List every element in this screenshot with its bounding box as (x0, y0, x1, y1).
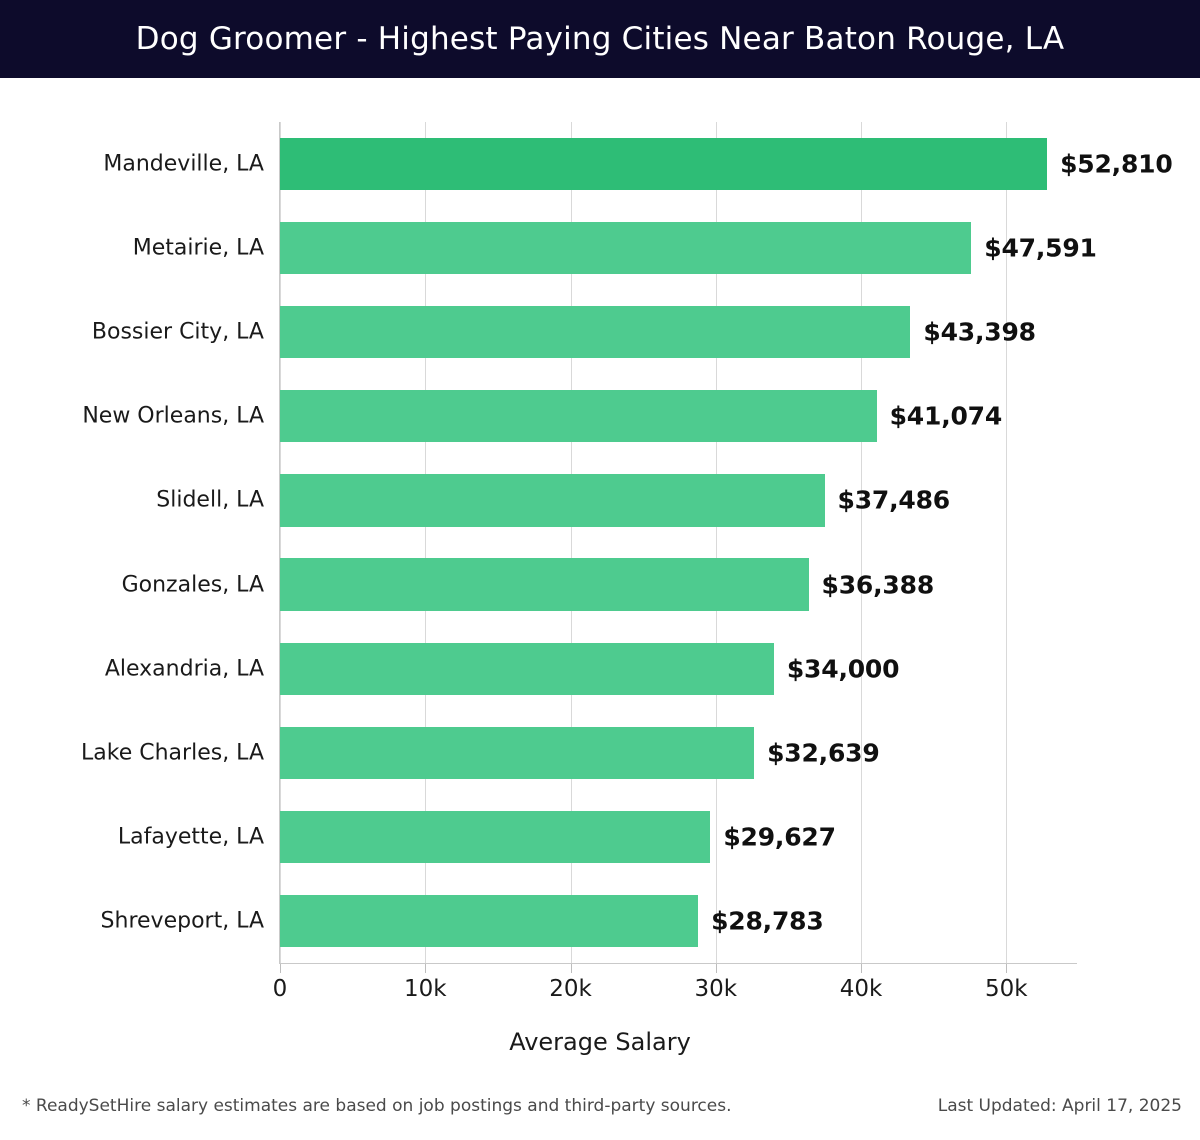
gridline (570, 122, 572, 963)
bar[interactable] (280, 810, 711, 863)
bar[interactable] (280, 474, 825, 527)
x-tick-label: 0 (272, 976, 288, 1002)
x-tick-mark (1006, 964, 1008, 973)
bar-value-label: $32,639 (767, 738, 880, 768)
x-tick-mark (280, 964, 281, 973)
bar[interactable] (280, 390, 877, 443)
x-tick-label: 50k (984, 976, 1028, 1002)
gridline (1006, 122, 1008, 963)
bar-row[interactable]: $32,639 (280, 726, 1076, 779)
category-label: Shreveport, LA (100, 908, 264, 934)
category-label: Bossier City, LA (91, 319, 264, 345)
bar-value-label: $34,000 (786, 654, 900, 684)
category-label: Alexandria, LA (104, 656, 264, 682)
bar-row[interactable]: $37,486 (280, 474, 1076, 527)
category-label: Mandeville, LA (103, 151, 264, 177)
gridline (861, 122, 863, 963)
bar-value-label: $36,388 (821, 570, 935, 600)
bar[interactable] (280, 726, 755, 779)
bar[interactable] (280, 137, 1048, 191)
gridline (280, 122, 281, 963)
x-tick-label: 30k (694, 976, 738, 1002)
last-updated-text: Last Updated: April 17, 2025 (937, 1096, 1182, 1116)
bar-row[interactable]: $29,627 (280, 810, 1076, 863)
bar-value-label: $47,591 (984, 233, 1097, 263)
bar-row[interactable]: $34,000 (280, 642, 1076, 695)
plot-area: $52,810 $47,591 $43,398 $41,074 $37,486 $36,3… (280, 122, 1173, 963)
x-axis-title: Average Salary (509, 1028, 691, 1056)
category-label: Lafayette, LA (117, 824, 264, 850)
bar[interactable] (280, 894, 699, 948)
x-axis-line (280, 963, 1077, 964)
bar-value-label: $37,486 (837, 485, 951, 515)
x-tick-label: 20k (549, 976, 592, 1002)
bar-value-label: $28,783 (711, 906, 824, 936)
bar[interactable] (280, 642, 774, 695)
gridline (425, 122, 427, 963)
y-axis-line (279, 122, 280, 964)
gridline (715, 122, 717, 963)
x-tick-mark (570, 964, 572, 973)
bar-value-label: $41,074 (889, 401, 1003, 431)
chart-header: Dog Groomer - Highest Paying Cities Near… (0, 0, 1200, 78)
bar[interactable] (280, 222, 972, 275)
x-tick-label: 10k (403, 976, 447, 1002)
bar-row[interactable]: $43,398 (280, 306, 1076, 359)
y-axis-labels: Mandeville, LA Metairie, LA Bossier City, … (0, 122, 264, 963)
bar-value-label: $52,810 (1060, 149, 1173, 179)
page-title: Dog Groomer - Highest Paying Cities Near… (135, 21, 1065, 57)
category-label: Lake Charles, LA (81, 740, 264, 766)
x-tick-mark (861, 964, 863, 973)
bar-row[interactable]: $36,388 (280, 558, 1076, 611)
x-tick-label: 40k (839, 976, 883, 1002)
category-label: New Orleans, LA (82, 403, 264, 429)
bar-row[interactable]: $28,783 (280, 894, 1076, 948)
chart-canvas: Mandeville, LA Metairie, LA Bossier City, … (0, 78, 1200, 1080)
footnote-disclaimer: * ReadySetHire salary estimates are base… (22, 1096, 732, 1116)
bar-value-label: $43,398 (923, 317, 1036, 347)
category-label: Slidell, LA (156, 487, 264, 513)
chart-footer: * ReadySetHire salary estimates are base… (0, 1080, 1200, 1140)
bar-row[interactable]: $41,074 (280, 390, 1076, 443)
bar[interactable] (280, 306, 911, 359)
bar-row[interactable]: $52,810 (280, 137, 1173, 191)
category-label: Gonzales, LA (121, 572, 264, 598)
category-label: Metairie, LA (132, 235, 264, 261)
bar-value-label: $29,627 (723, 822, 836, 852)
bar-row[interactable]: $47,591 (280, 222, 1097, 275)
bar[interactable] (280, 558, 809, 611)
x-tick-mark (715, 964, 717, 973)
x-tick-mark (425, 964, 427, 973)
